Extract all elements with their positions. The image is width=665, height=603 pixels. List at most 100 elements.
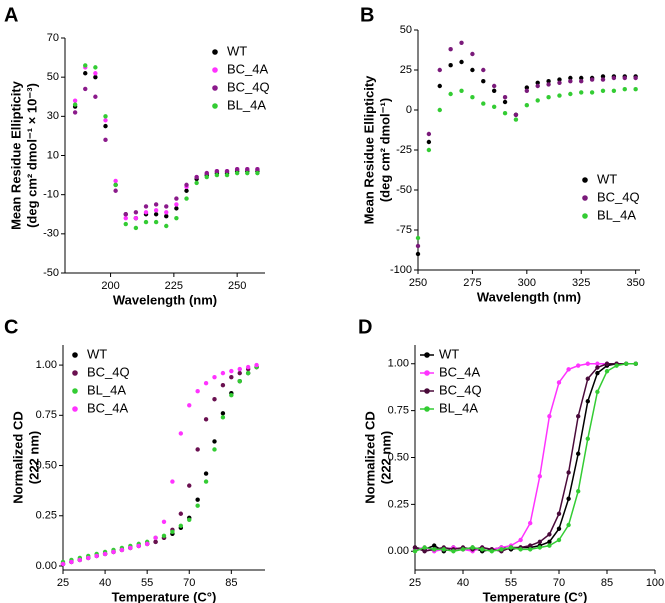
data-point [412, 545, 418, 550]
data-point [113, 178, 118, 184]
data-point [528, 543, 533, 548]
data-point [214, 172, 220, 178]
x-tick-label: 70 [183, 577, 195, 589]
x-axis-label: Wavelength (nm) [113, 292, 217, 307]
data-point [220, 415, 226, 420]
data-point [212, 447, 217, 452]
data-point [194, 180, 199, 186]
data-point [546, 79, 551, 84]
legend-label: WT [597, 171, 617, 186]
data-point [437, 83, 442, 89]
data-point [579, 79, 584, 84]
legend-marker [72, 352, 78, 358]
y-axis-label: Mean Residue Ellipticity (deg cm² dmol⁻¹) [361, 75, 392, 225]
data-point [164, 210, 169, 215]
data-point [585, 399, 590, 404]
x-tick-label: 200 [101, 280, 119, 292]
y-axis-label-line: (deg cm² dmol⁻¹) [377, 98, 392, 202]
data-point [524, 103, 530, 108]
data-point [600, 77, 606, 82]
data-point [143, 219, 149, 225]
y-axis-label: Mean Residue Ellipticity (deg cm² dmol⁻¹ … [8, 80, 39, 230]
data-point [556, 537, 562, 543]
data-point [93, 74, 98, 80]
data-point [170, 479, 175, 484]
panel-label: D [358, 316, 372, 338]
x-tick-label: 250 [409, 277, 427, 289]
data-point [528, 547, 533, 552]
data-point [72, 110, 78, 115]
data-point [426, 147, 432, 153]
data-point [502, 111, 508, 116]
data-point [119, 547, 125, 553]
y-tick-label: 70 [47, 32, 59, 44]
data-point [214, 168, 220, 174]
data-point [451, 549, 456, 554]
data-point [237, 366, 242, 372]
data-point [203, 417, 209, 422]
x-tick-label: 40 [99, 577, 111, 589]
data-point [254, 362, 259, 368]
y-tick-label: 0.00 [36, 560, 57, 572]
data-point [614, 363, 619, 368]
data-point [556, 526, 562, 531]
data-point [133, 215, 139, 221]
data-point [576, 363, 581, 368]
data-point [611, 88, 617, 94]
data-point [576, 489, 581, 494]
data-point [123, 221, 128, 227]
x-axis-label: Temperature (C°) [483, 589, 588, 603]
y-tick-label: -25 [396, 144, 412, 156]
data-point [195, 497, 200, 502]
y-axis-label-line: Mean Residue Ellipticity [8, 80, 23, 230]
data-point [245, 364, 251, 370]
x-tick-label: 55 [141, 577, 153, 589]
data-point [491, 104, 497, 110]
data-point [255, 170, 260, 176]
data-point [633, 87, 638, 92]
data-point [229, 374, 234, 380]
legend-marker [212, 49, 218, 55]
data-point [528, 520, 533, 526]
data-point [153, 219, 159, 225]
data-point [422, 545, 427, 550]
data-point [535, 83, 540, 89]
data-point [508, 545, 514, 550]
data-point [547, 532, 552, 537]
data-point [611, 75, 617, 81]
legend-label: BL_4A [227, 97, 266, 112]
x-axis-label: Wavelength (nm) [477, 289, 581, 304]
data-point [556, 380, 562, 385]
data-point [633, 75, 638, 81]
data-point [174, 215, 179, 221]
data-point [595, 389, 600, 395]
data-point [622, 75, 627, 81]
data-point [60, 561, 66, 567]
x-tick-label: 25 [57, 577, 69, 589]
data-point [576, 451, 581, 456]
y-tick-label: 50 [47, 71, 59, 83]
y-tick-label: 0.25 [36, 510, 57, 522]
data-point [566, 470, 571, 475]
data-point [441, 547, 446, 552]
y-tick-label: 25 [400, 64, 412, 76]
y-axis-label-line: (222 nm) [26, 431, 41, 484]
data-point [178, 431, 184, 436]
data-point [595, 361, 600, 366]
y-tick-label: 50 [400, 24, 412, 36]
y-tick-label: 1.00 [36, 359, 57, 371]
data-point [459, 88, 464, 94]
data-point [174, 206, 179, 211]
data-point [426, 131, 432, 137]
data-point [499, 547, 504, 552]
data-point [412, 549, 418, 554]
data-point [415, 251, 421, 257]
data-point [178, 511, 184, 516]
y-tick-label: 10 [47, 149, 59, 161]
panel-label: C [4, 316, 18, 338]
x-tick-label: 250 [228, 280, 246, 292]
x-tick-label: 300 [518, 277, 536, 289]
data-point [153, 212, 159, 217]
